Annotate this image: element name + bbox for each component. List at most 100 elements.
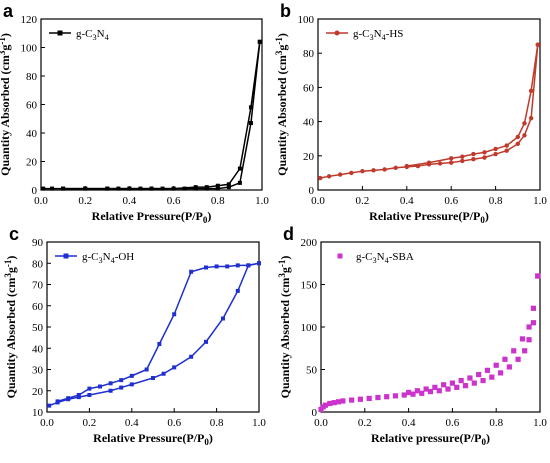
y-axis-label: Quantity Absorbed (cm3g-1) (3, 256, 18, 399)
y-tick-label: 100 (21, 43, 38, 55)
x-tick-label: 1.0 (533, 195, 547, 207)
data-point (127, 186, 132, 191)
data-point (489, 374, 495, 380)
label-text-span: Quantity Absorbed (cm (278, 278, 292, 399)
data-point (432, 384, 438, 390)
y-tick-label: 0 (312, 407, 318, 419)
panel-a: 0.0 0.2 0.4 0.6 0.8 1.0020406080100120Relativ… (0, 1, 269, 225)
label-text-span: 4 (111, 256, 115, 265)
data-point (248, 105, 253, 110)
label-text-span: 0 (482, 437, 487, 447)
data-point (462, 383, 469, 389)
data-point (471, 151, 476, 157)
data-point (105, 186, 110, 191)
data-point (530, 320, 537, 326)
data-point (144, 367, 149, 372)
x-axis-label: Relative pressure(P/P0) (371, 431, 490, 447)
data-point (338, 172, 343, 177)
label-text-span: g (4, 267, 18, 273)
label-text-span: 3 (3, 273, 13, 278)
data-point (226, 182, 231, 187)
label-text-span: -1 (3, 259, 13, 267)
data-point (528, 88, 534, 94)
data-point (171, 186, 176, 191)
data-point (248, 121, 253, 126)
legend-marker (63, 253, 69, 259)
x-tick-label: 0.2 (83, 417, 97, 429)
y-tick-label: 20 (26, 157, 38, 169)
data-point (526, 324, 532, 330)
y-tick-label: 90 (32, 237, 44, 249)
label-text-span: 3 (370, 33, 374, 42)
x-axis-label: Relative Pressure(P/P0) (369, 209, 489, 225)
label-text-span: -HS (386, 28, 404, 40)
y-tick-label: 200 (301, 237, 318, 249)
data-point (98, 384, 102, 389)
x-tick-label: 0.4 (123, 195, 137, 207)
x-tick-label: 0.2 (356, 195, 370, 207)
label-text-span: -1 (0, 37, 7, 45)
x-tick-label: 0.0 (311, 195, 325, 207)
x-tick-label: 0.4 (400, 195, 414, 207)
series-line-adsorption (48, 262, 260, 407)
data-point (87, 393, 92, 397)
legend-marker (57, 30, 63, 36)
data-point (504, 143, 509, 148)
y-tick-label: 20 (32, 386, 44, 398)
legend-label: g-C3N4-OH (82, 251, 134, 265)
data-point (226, 185, 231, 190)
series-line-desorption (57, 262, 260, 403)
data-point (189, 354, 194, 359)
data-point (357, 396, 364, 402)
plot-frame (320, 241, 541, 413)
label-text-span: Relative Pressure(P/P (92, 209, 203, 223)
data-point (257, 39, 262, 44)
data-point (41, 186, 46, 191)
data-point (349, 397, 355, 403)
data-point (526, 337, 532, 343)
data-point (401, 392, 407, 398)
label-text-span: ) (275, 33, 289, 37)
data-point (204, 265, 208, 270)
y-tick-label: 0 (309, 185, 315, 197)
y-tick-label: 50 (32, 322, 44, 334)
data-point (445, 386, 451, 392)
data-point (340, 398, 346, 404)
label-text-span: g (275, 45, 289, 51)
data-point (172, 312, 177, 317)
data-point (437, 161, 443, 166)
label-text-span: -OH (115, 251, 135, 263)
data-point (108, 381, 113, 386)
data-point (476, 372, 482, 378)
legend-label: g-C3N4-HS (353, 28, 403, 42)
data-point (119, 385, 124, 390)
series-line-desorption (406, 44, 539, 167)
data-point (66, 396, 71, 401)
x-tick-label: 0.6 (444, 195, 458, 207)
y-axis-label: Quantity Absorbed (cm3g-1) (274, 33, 289, 176)
label-text-span: 3 (373, 256, 377, 265)
legend-label: g-C3N4-SBA (356, 251, 414, 265)
label-text-span: Quantity Absorbed (cm (0, 55, 12, 176)
data-point (204, 339, 208, 344)
y-tick-label: 80 (26, 71, 38, 83)
data-point (237, 180, 242, 185)
y-axis-label: Quantity Absorbed (cm3g-1) (0, 33, 12, 176)
x-tick-label: 1.0 (255, 195, 269, 207)
data-point (157, 342, 162, 346)
label-text-span: N (97, 28, 105, 40)
data-point (172, 365, 177, 370)
label-text-span: Relative pressure(P/P (371, 431, 482, 445)
y-axis-label: Quantity Absorbed (cm3g-1) (277, 256, 292, 399)
data-point (441, 382, 447, 388)
plot-frame (40, 18, 263, 191)
data-point (349, 170, 354, 176)
data-point (50, 186, 55, 191)
data-point (392, 393, 399, 399)
x-tick-label: 1.0 (252, 417, 266, 429)
series-line-adsorption (320, 44, 539, 179)
label-text-span: g-C (356, 251, 373, 263)
x-tick-label: 0.6 (446, 417, 460, 429)
label-text-span: ) (207, 209, 211, 223)
